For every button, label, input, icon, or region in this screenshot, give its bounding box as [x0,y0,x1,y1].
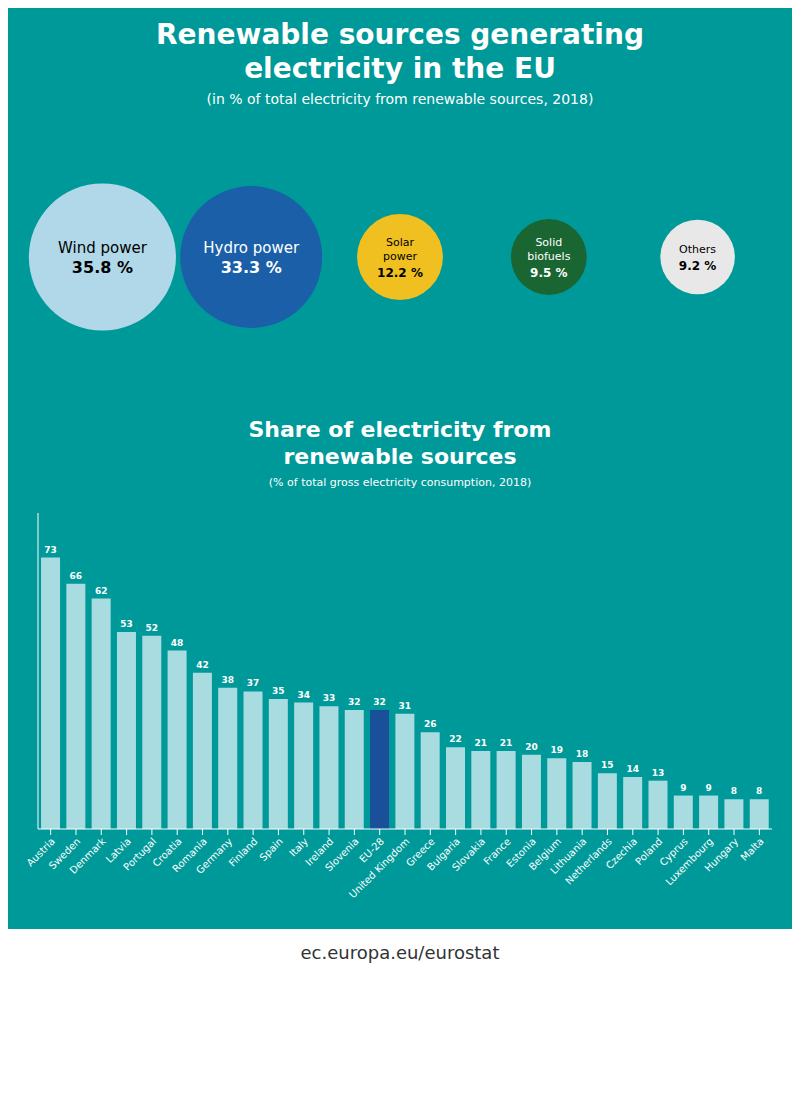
svg-text:32: 32 [373,697,386,707]
svg-text:9: 9 [705,783,711,793]
svg-text:19: 19 [550,745,563,755]
svg-text:Portugal: Portugal [121,836,158,873]
svg-text:66: 66 [70,571,83,581]
svg-text:Denmark: Denmark [67,835,107,875]
html-text:(in % of total electricity fro: (in % of total electricity from renewabl… [206,91,594,108]
svg-text:Luxembourg: Luxembourg [663,835,716,888]
html-text:Renewable sources generating: Renewable sources generating [156,18,644,51]
svg-text:22: 22 [449,734,462,744]
svg-text:France: France [481,835,513,867]
svg-text:Latvia: Latvia [103,835,133,865]
svg-text:9: 9 [680,783,686,793]
svg-text:32: 32 [348,697,361,707]
svg-text:21: 21 [475,738,488,748]
svg-text:52: 52 [146,623,159,633]
svg-text:18: 18 [576,749,589,759]
html-text:(% of total gross electricity: (% of total gross electricity consumptio… [268,476,532,489]
svg-text:9.5 %: 9.5 % [530,266,567,280]
svg-text:37: 37 [247,678,260,688]
svg-text:Hydro power: Hydro power [203,239,300,257]
svg-text:Wind power: Wind power [58,239,148,257]
svg-text:33: 33 [323,693,336,703]
svg-text:Finland: Finland [227,836,260,869]
svg-text:EU-28: EU-28 [357,835,387,865]
svg-text:31: 31 [399,701,412,711]
svg-text:Sweden: Sweden [46,835,83,872]
svg-text:Spain: Spain [257,836,285,864]
svg-text:Lithuania: Lithuania [548,835,589,877]
svg-text:35.8 %: 35.8 % [72,258,133,277]
svg-text:53: 53 [120,619,133,629]
html-text:electricity in the EU: electricity in the EU [244,51,556,85]
svg-text:Solid: Solid [535,236,562,249]
svg-text:Bulgaria: Bulgaria [424,835,463,873]
svg-text:15: 15 [601,760,614,770]
svg-text:Others: Others [679,243,716,256]
svg-text:Malta: Malta [738,836,765,863]
svg-text:Czechia: Czechia [604,836,639,871]
html-text:ec.europa.eu/eurostat: ec.europa.eu/eurostat [300,942,500,964]
svg-text:Austria: Austria [24,835,58,869]
svg-text:8: 8 [731,786,737,796]
svg-text:8: 8 [756,786,762,796]
svg-text:Estonia: Estonia [504,835,538,870]
svg-text:62: 62 [95,585,108,595]
svg-text:Greece: Greece [403,835,437,869]
svg-text:Hungary: Hungary [702,836,740,874]
svg-text:power: power [383,250,417,263]
svg-text:Belgium: Belgium [526,835,564,873]
svg-text:14: 14 [626,764,639,774]
svg-text:73: 73 [44,545,57,555]
svg-text:26: 26 [424,719,437,729]
svg-text:Ireland: Ireland [303,835,336,868]
svg-text:35: 35 [272,686,285,696]
svg-text:biofuels: biofuels [527,250,570,263]
svg-text:21: 21 [500,738,513,748]
svg-text:Germany: Germany [194,836,234,876]
svg-text:Cyprus: Cyprus [657,835,690,869]
svg-text:48: 48 [171,638,184,648]
svg-text:42: 42 [196,660,209,670]
svg-text:34: 34 [297,690,310,700]
svg-text:Croatia: Croatia [150,835,184,869]
html-text:Share of electricity from: Share of electricity from [248,417,552,443]
svg-text:12.2 %: 12.2 % [377,266,423,280]
svg-text:13: 13 [652,768,665,778]
svg-text:20: 20 [525,742,538,752]
svg-text:Romania: Romania [170,835,209,875]
svg-text:38: 38 [221,675,234,685]
svg-text:Slovenia: Slovenia [323,836,361,874]
svg-text:Slovakia: Slovakia [450,836,487,873]
svg-text:Italy: Italy [287,835,311,859]
svg-text:Netherlands: Netherlands [563,835,614,887]
svg-text:Poland: Poland [633,835,665,867]
html-text:renewable sources: renewable sources [283,443,517,469]
svg-text:33.3 %: 33.3 % [221,258,282,277]
svg-text:9.2 %: 9.2 % [679,259,716,273]
svg-text:Solar: Solar [386,236,415,249]
svg-text:United Kingdom: United Kingdom [347,836,412,901]
